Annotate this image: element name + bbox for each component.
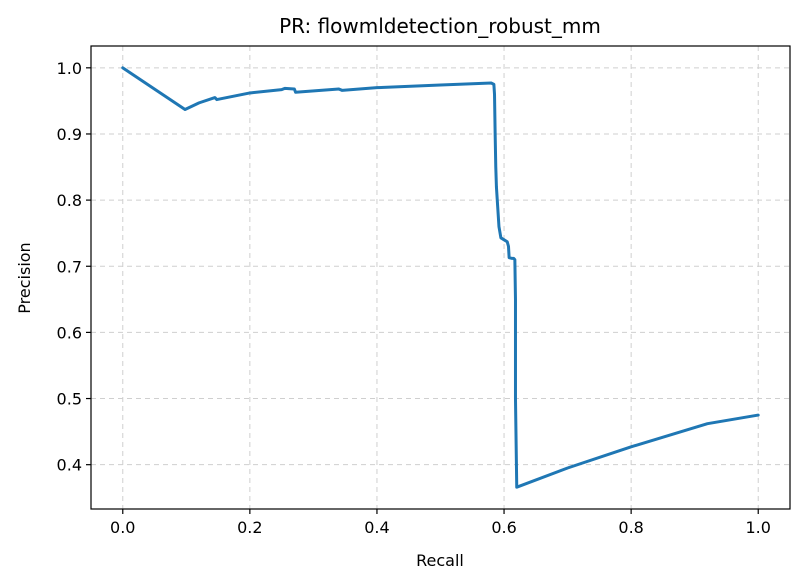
y-tick-label: 0.8 [57, 191, 82, 210]
x-axis-label: Recall [416, 551, 464, 570]
grid-layer [91, 46, 790, 509]
chart-title: PR: flowmldetection_robust_mm [279, 14, 601, 38]
y-axis-label: Precision [15, 242, 34, 313]
y-axis: 0.4 0.5 0.6 0.7 0.8 0.9 1.0 [57, 59, 91, 475]
x-tick-label: 0.2 [237, 518, 262, 537]
x-axis: 0.0 0.2 0.4 0.6 0.8 1.0 [110, 509, 771, 537]
x-tick-label: 1.0 [746, 518, 771, 537]
y-tick-label: 0.4 [57, 456, 82, 475]
y-tick-label: 0.5 [57, 390, 82, 409]
series-layer [121, 66, 760, 489]
pr-curve-line [121, 66, 760, 489]
x-tick-label: 0.4 [364, 518, 389, 537]
plot-frame [90, 45, 791, 510]
y-tick-label: 0.9 [57, 125, 82, 144]
y-tick-label: 0.6 [57, 323, 82, 342]
x-tick-label: 0.0 [110, 518, 135, 537]
y-tick-label: 0.7 [57, 257, 82, 276]
x-tick-label: 0.8 [618, 518, 643, 537]
y-tick-label: 1.0 [57, 59, 82, 78]
x-tick-label: 0.6 [491, 518, 516, 537]
